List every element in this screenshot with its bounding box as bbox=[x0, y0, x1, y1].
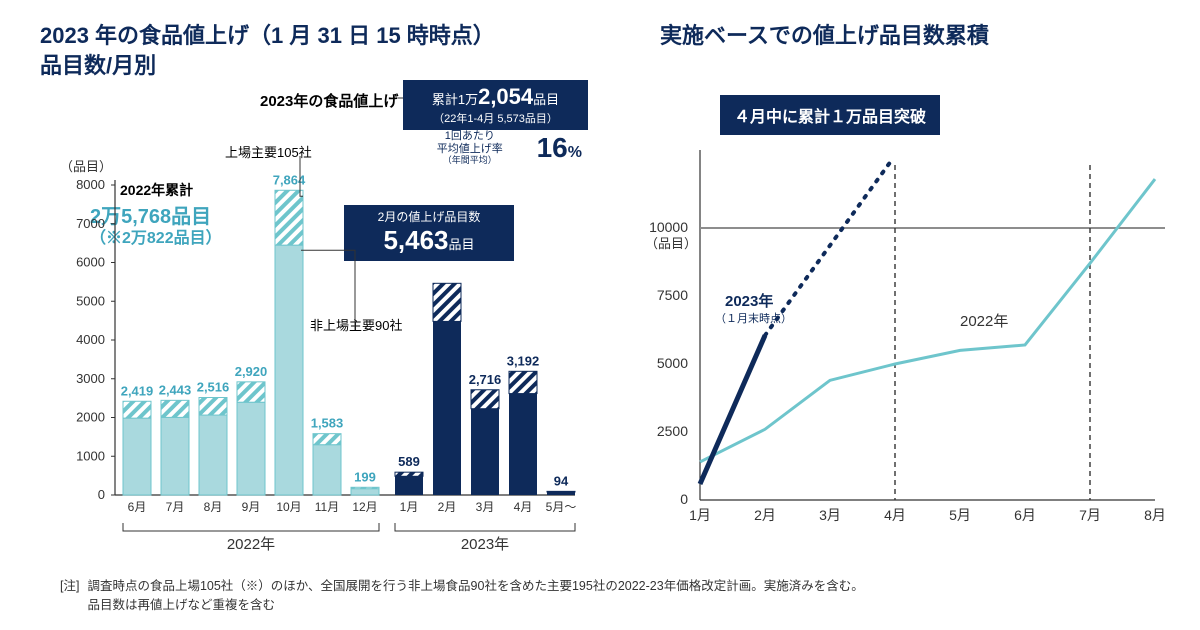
svg-text:5月: 5月 bbox=[949, 507, 971, 523]
svg-text:2500: 2500 bbox=[657, 423, 688, 439]
svg-text:（品目）: （品目） bbox=[645, 236, 697, 251]
svg-text:0: 0 bbox=[680, 491, 688, 507]
svg-text:6月: 6月 bbox=[1014, 507, 1036, 523]
svg-text:3月: 3月 bbox=[819, 507, 841, 523]
svg-text:8月: 8月 bbox=[1144, 507, 1166, 523]
svg-text:7月: 7月 bbox=[1079, 507, 1101, 523]
svg-text:5000: 5000 bbox=[657, 355, 688, 371]
footnote-prefix: [注] bbox=[60, 575, 79, 613]
svg-text:2月: 2月 bbox=[754, 507, 776, 523]
svg-text:10000: 10000 bbox=[649, 219, 688, 235]
svg-text:1月: 1月 bbox=[689, 507, 711, 523]
footnote-l1: 調査時点の食品上場105社（※）のほか、全国展開を行う非上場食品90社を含めた主… bbox=[87, 575, 863, 594]
svg-text:4月: 4月 bbox=[884, 507, 906, 523]
line-chart: 0 2500 5000 7500 10000（品目） 1月 2月 3月 4月 5月 6月 7月 8月 bbox=[0, 0, 1200, 570]
footnote: [注] 調査時点の食品上場105社（※）のほか、全国展開を行う非上場食品90社を… bbox=[60, 575, 864, 613]
footnote-l2: 品目数は再値上げなど重複を含む bbox=[87, 594, 863, 613]
svg-text:7500: 7500 bbox=[657, 287, 688, 303]
